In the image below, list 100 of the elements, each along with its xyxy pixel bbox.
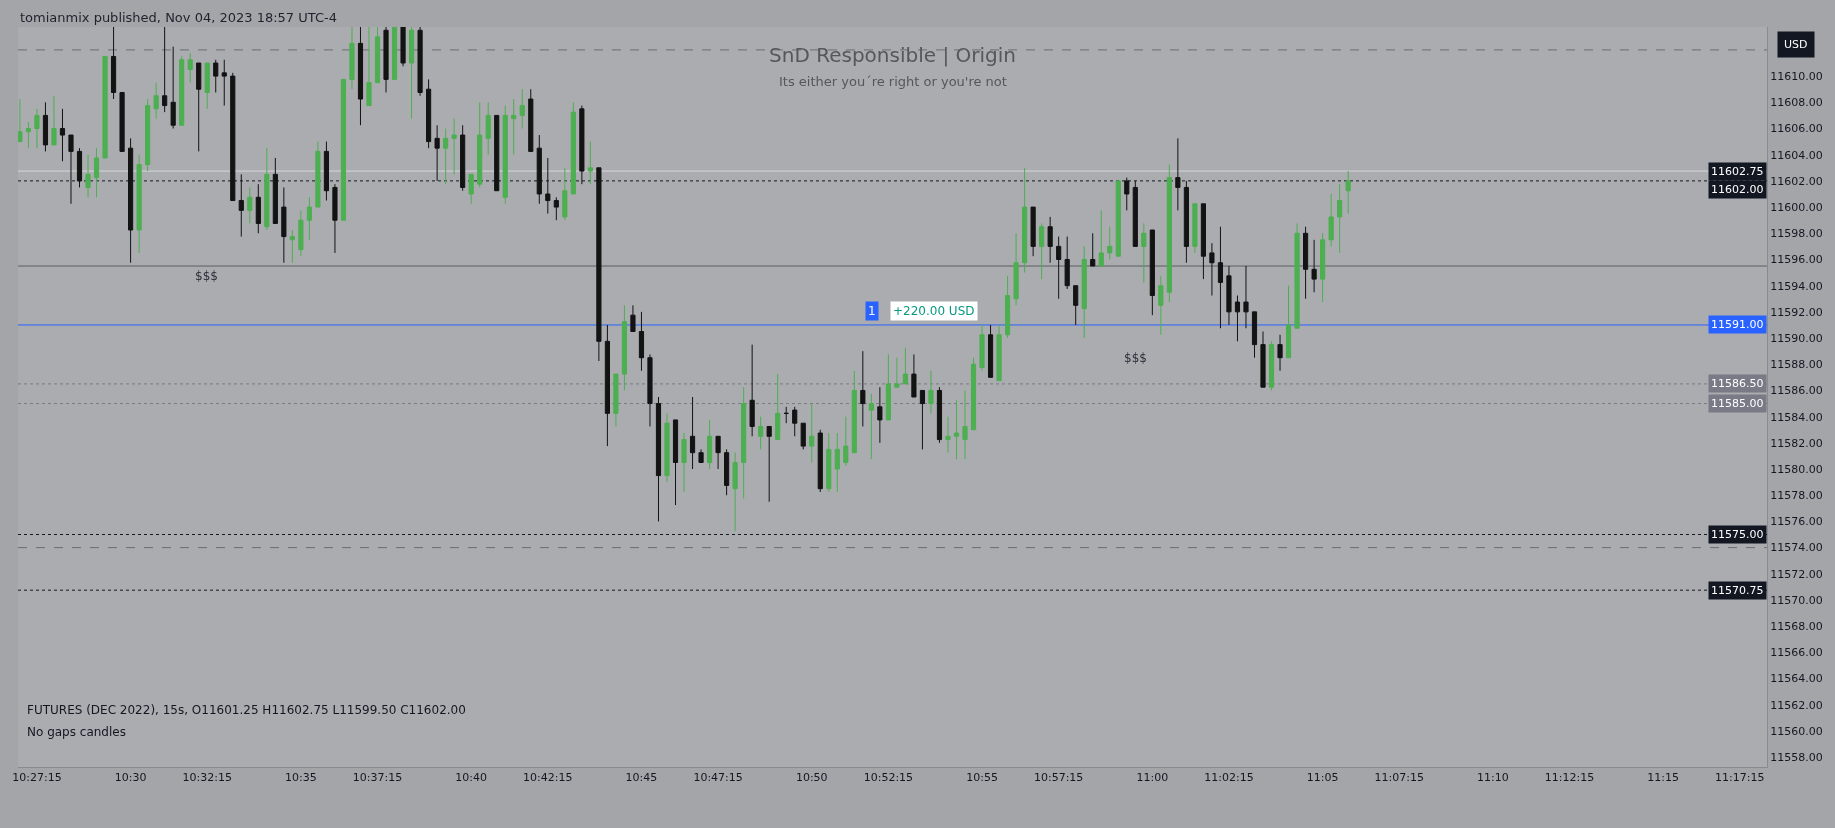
- y-tick-label: 11562.00: [1770, 698, 1823, 712]
- x-tick-label: 11:07:15: [1374, 771, 1424, 785]
- ref-line-label: 11575.00: [1711, 528, 1764, 541]
- candlestick: [979, 324, 985, 372]
- candlestick: [894, 357, 900, 388]
- candlestick: [911, 353, 917, 398]
- candlestick: [834, 432, 840, 493]
- candlestick: [570, 101, 576, 195]
- x-tick-label: 11:10: [1477, 771, 1509, 785]
- candlestick: [987, 324, 994, 378]
- y-tick-label: 11610.00: [1770, 69, 1823, 83]
- candlestick: [264, 147, 270, 231]
- candlestick: [809, 403, 815, 463]
- y-tick-label: 11576.00: [1770, 515, 1823, 529]
- candlestick: [426, 78, 432, 149]
- annotation: FUTURES (DEC 2022), 15s, O11601.25 H11602.75 L11599.50 C11602.00: [27, 703, 466, 717]
- x-tick-label: 10:37:15: [352, 771, 403, 785]
- candlestick: [153, 82, 159, 120]
- candlestick: [204, 62, 210, 110]
- candlestick: [460, 124, 466, 192]
- y-tick-label: 11568.00: [1770, 620, 1823, 634]
- candlestick: [1175, 137, 1181, 211]
- candlestick: [741, 386, 747, 499]
- y-tick-label: 11600.00: [1770, 200, 1823, 214]
- candlestick: [928, 370, 934, 414]
- candlestick: [970, 357, 977, 431]
- candlestick: [1243, 265, 1249, 329]
- candlestick: [1311, 239, 1317, 293]
- candlestick: [1337, 183, 1343, 254]
- y-tick-label: 11582.00: [1770, 436, 1823, 450]
- candlestick: [1234, 295, 1241, 342]
- x-tick-label: 10:30: [114, 771, 147, 785]
- candlestick: [391, 27, 398, 80]
- candlestick: [587, 141, 593, 185]
- candlestick: [1251, 311, 1258, 359]
- x-tick-label: 11:05: [1306, 771, 1339, 785]
- y-tick-label: 11572.00: [1770, 567, 1823, 581]
- text: Its either you´re right or you're not: [779, 74, 1007, 89]
- candlestick: [187, 52, 193, 84]
- y-tick-label: 11570.00: [1770, 593, 1823, 607]
- ref-line-label: 11602.00: [1711, 183, 1764, 196]
- candlestick: [936, 386, 943, 444]
- x-tick-label: 10:45: [625, 771, 658, 785]
- candlestick: [1285, 285, 1292, 359]
- candlestick: [1107, 226, 1113, 260]
- y-tick-label: 11592.00: [1770, 305, 1823, 319]
- candlestick: [885, 353, 891, 421]
- candlestick: [400, 27, 406, 67]
- candlestick: [766, 425, 772, 503]
- candlestick: [519, 88, 525, 129]
- candlestick: [1056, 236, 1062, 300]
- x-tick-label: 10:52:15: [863, 771, 914, 785]
- candlestick: [85, 154, 91, 198]
- candlestick: [579, 105, 585, 185]
- candlestick: [281, 186, 287, 264]
- candlestick: [1303, 226, 1309, 300]
- ref-line-label: 11602.75: [1711, 165, 1764, 178]
- candlestick: [51, 95, 57, 146]
- candlestick: [374, 27, 381, 84]
- candlestick: [468, 173, 474, 205]
- candlestick: [553, 196, 559, 221]
- candlestick: [76, 147, 83, 188]
- candlestick: [613, 373, 619, 427]
- candlestick: [1090, 232, 1096, 267]
- candlestick: [758, 416, 764, 450]
- candlestick: [230, 72, 236, 202]
- y-tick-label: 11564.00: [1770, 672, 1823, 686]
- candlestick: [213, 59, 219, 93]
- text: SnD Responsible | Origin: [769, 42, 1016, 67]
- x-tick-label: 10:55: [966, 771, 998, 785]
- y-tick-label: 11588.00: [1770, 358, 1823, 372]
- candlestick: [451, 118, 457, 175]
- candlestick: [630, 304, 636, 333]
- candlestick: [860, 350, 866, 427]
- candlestick: [340, 78, 347, 221]
- candlestick: [638, 311, 645, 372]
- candlestick: [477, 101, 483, 188]
- candlestick: [511, 98, 517, 156]
- annotation: +220.00 USD: [893, 304, 975, 318]
- candlestick: [1081, 245, 1087, 339]
- text: USD: [1784, 38, 1808, 51]
- candlestick: [238, 173, 244, 238]
- candlestick: [877, 386, 883, 444]
- candlestick: [34, 108, 40, 149]
- candlestick: [655, 396, 662, 522]
- candlestick: [332, 183, 338, 254]
- candlestick: [1149, 229, 1155, 316]
- candlestick: [1320, 232, 1326, 303]
- candlestick: [443, 128, 449, 185]
- candlestick: [119, 91, 125, 152]
- candlestick: [783, 406, 789, 424]
- candlestick: [724, 448, 730, 496]
- candlestick: [349, 27, 355, 90]
- candlestick: [919, 389, 926, 450]
- candlestick: [1013, 232, 1019, 306]
- candlestick: [689, 396, 696, 470]
- candlestick: [1268, 340, 1275, 391]
- x-tick-label: 10:50: [795, 771, 828, 785]
- candlestick: [732, 452, 738, 532]
- candlestick: [25, 121, 32, 149]
